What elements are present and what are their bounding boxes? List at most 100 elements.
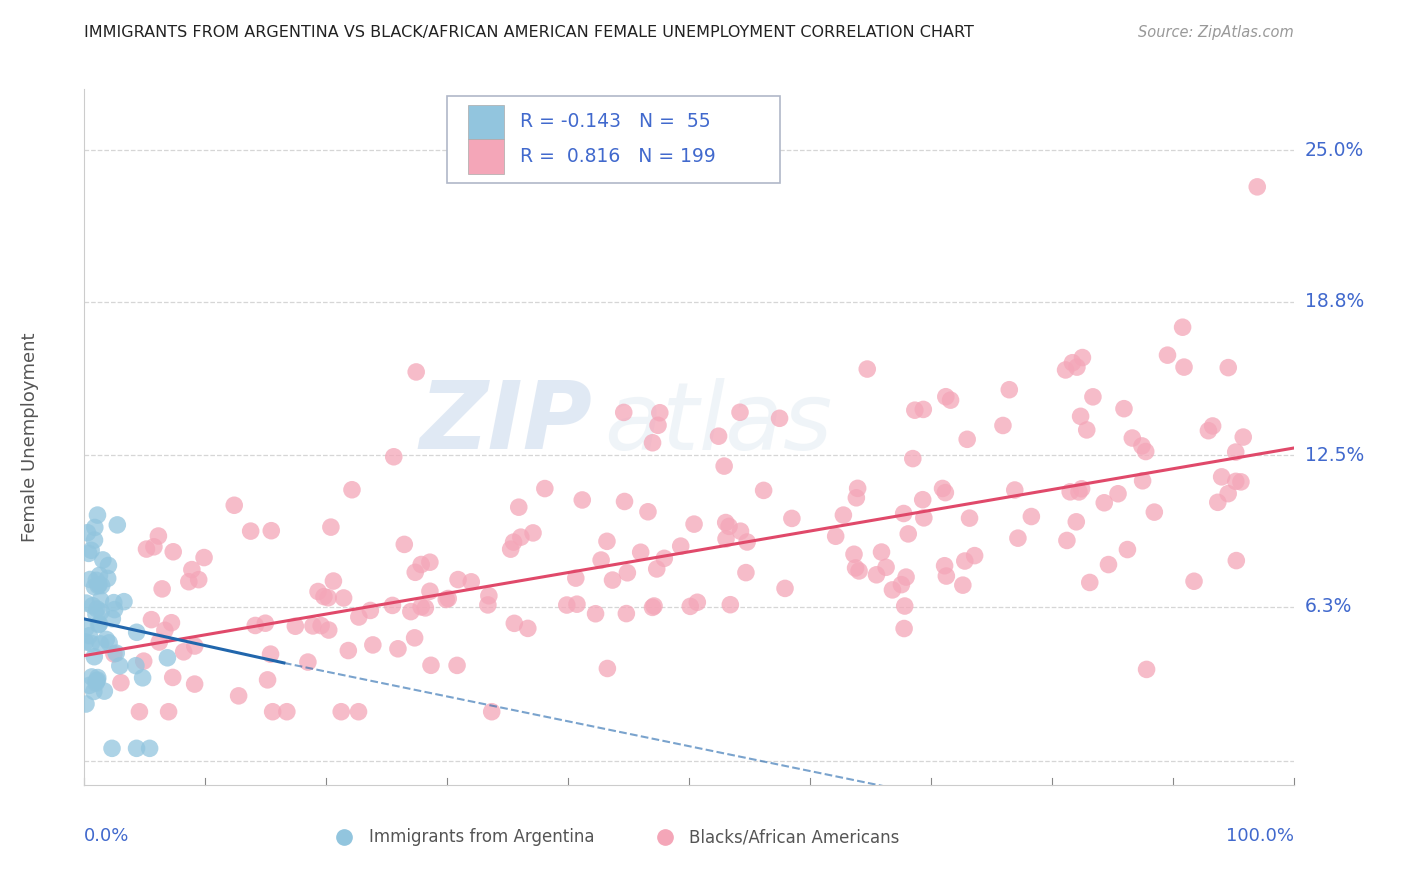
Point xyxy=(718,598,741,612)
Point xyxy=(254,616,277,631)
Point xyxy=(77,546,100,560)
Point xyxy=(591,553,613,567)
Point xyxy=(79,573,101,587)
Text: ZIP: ZIP xyxy=(419,377,592,469)
Point xyxy=(262,705,284,719)
Text: R =  0.816   N = 199: R = 0.816 N = 199 xyxy=(520,147,716,166)
Point xyxy=(89,593,111,607)
Point xyxy=(509,530,531,544)
Point xyxy=(307,584,329,599)
Point xyxy=(897,527,920,541)
Point xyxy=(404,566,426,580)
Point xyxy=(1218,360,1240,375)
Point xyxy=(613,494,636,508)
Point xyxy=(1232,430,1254,444)
Point xyxy=(80,543,103,558)
Point xyxy=(359,603,381,617)
Point xyxy=(447,573,470,587)
Point xyxy=(260,524,283,538)
Text: 100.0%: 100.0% xyxy=(1226,827,1294,845)
Point xyxy=(83,580,105,594)
Point xyxy=(259,647,281,661)
Point xyxy=(752,483,775,498)
Point xyxy=(1092,496,1115,510)
Point xyxy=(75,635,97,649)
Point xyxy=(1135,444,1157,458)
Point xyxy=(952,578,974,592)
Point xyxy=(87,577,110,591)
Point xyxy=(602,573,624,587)
Point xyxy=(477,598,499,612)
Text: Blacks/African Americans: Blacks/African Americans xyxy=(689,828,900,847)
Point xyxy=(1225,445,1247,459)
Point xyxy=(79,678,101,692)
FancyBboxPatch shape xyxy=(447,96,780,183)
Point xyxy=(1081,390,1104,404)
Point xyxy=(245,618,267,632)
Point xyxy=(934,558,956,573)
Point xyxy=(105,517,128,532)
Point xyxy=(86,602,108,616)
Point xyxy=(845,561,868,575)
Point xyxy=(735,566,758,580)
Point xyxy=(90,605,112,619)
Point xyxy=(616,566,638,580)
Point xyxy=(730,524,752,539)
Text: 18.8%: 18.8% xyxy=(1305,292,1364,311)
Text: 0.0%: 0.0% xyxy=(84,827,129,845)
Point xyxy=(97,571,120,585)
Point xyxy=(89,568,111,582)
Point xyxy=(1078,575,1101,590)
Point xyxy=(381,599,404,613)
Point xyxy=(87,617,110,632)
Point xyxy=(142,540,165,554)
Point xyxy=(80,670,103,684)
Point xyxy=(679,599,702,614)
Point xyxy=(89,617,111,632)
Point xyxy=(411,558,433,572)
Point xyxy=(239,524,262,538)
Point xyxy=(193,550,215,565)
Point xyxy=(297,655,319,669)
Point xyxy=(643,599,665,613)
Point xyxy=(1211,470,1233,484)
Point xyxy=(1135,662,1157,676)
Point xyxy=(394,537,416,551)
Point xyxy=(332,591,354,605)
Point xyxy=(585,607,607,621)
Point xyxy=(901,451,924,466)
Point xyxy=(1071,351,1094,365)
Point xyxy=(276,705,298,719)
Point xyxy=(101,612,124,626)
Point xyxy=(138,741,160,756)
Point xyxy=(1206,495,1229,509)
Point xyxy=(1007,531,1029,545)
Point xyxy=(103,647,125,661)
Point xyxy=(707,429,730,443)
Point xyxy=(1132,474,1154,488)
Point xyxy=(256,673,278,687)
Point xyxy=(387,641,409,656)
Point xyxy=(105,646,128,660)
Point xyxy=(83,533,105,547)
Point xyxy=(157,705,180,719)
Point xyxy=(1143,505,1166,519)
Point xyxy=(596,661,619,675)
Point xyxy=(846,481,869,495)
Point xyxy=(824,529,846,543)
Point xyxy=(160,615,183,630)
Point xyxy=(652,551,675,566)
Point xyxy=(1218,486,1240,500)
Point xyxy=(1225,553,1247,567)
Point xyxy=(991,418,1014,433)
Point xyxy=(1062,356,1084,370)
Point xyxy=(832,508,855,522)
Point xyxy=(1070,482,1092,496)
Point xyxy=(1056,533,1078,548)
Point xyxy=(125,625,148,640)
Point xyxy=(90,579,112,593)
Point xyxy=(931,482,953,496)
Point xyxy=(187,573,209,587)
Point xyxy=(228,689,250,703)
Point xyxy=(1067,484,1090,499)
